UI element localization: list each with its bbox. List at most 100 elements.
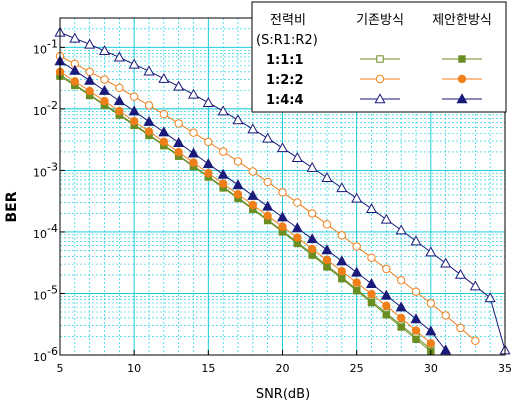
data-point (484, 292, 496, 303)
x-tick-label: 10 (127, 362, 141, 375)
data-point (100, 96, 109, 106)
data-point (338, 274, 346, 283)
data-point (115, 106, 124, 116)
data-point (158, 126, 170, 137)
x-tick-label: 30 (424, 362, 438, 375)
x-tick-label: 25 (350, 362, 364, 375)
data-point (159, 137, 169, 146)
y-tick-exponent: -2 (47, 99, 58, 112)
y-axis-label: BER (4, 191, 20, 222)
legend-marker-proposed (457, 74, 467, 84)
legend-marker-conventional (376, 55, 384, 63)
data-point (187, 88, 200, 99)
data-point (291, 222, 303, 233)
y-tick-exponent: -6 (47, 345, 58, 358)
legend-row-label: 1:4:4 (266, 93, 304, 108)
data-point (397, 323, 405, 331)
data-point (70, 77, 80, 86)
data-point (367, 298, 376, 307)
data-point (278, 222, 287, 231)
legend-header: 제안한방식 (432, 13, 492, 28)
data-point (307, 209, 317, 218)
data-point (98, 84, 111, 95)
data-point (380, 289, 392, 300)
y-tick-exponent: -4 (47, 222, 58, 235)
data-point (262, 200, 274, 211)
data-point (412, 335, 420, 343)
data-point (69, 32, 81, 43)
data-point (143, 115, 155, 126)
x-tick-label: 35 (498, 362, 512, 375)
data-point (98, 45, 111, 56)
data-point (367, 253, 376, 262)
data-point (262, 132, 274, 143)
data-point (247, 189, 259, 200)
data-point (365, 277, 378, 288)
data-point (232, 179, 244, 190)
data-point (247, 123, 259, 134)
data-point (276, 211, 289, 222)
data-point (352, 286, 361, 295)
data-point (410, 235, 422, 246)
data-point (351, 266, 363, 277)
data-point (85, 67, 94, 77)
series-1-4-4-proposed (54, 55, 452, 355)
data-point (159, 109, 169, 119)
data-point (336, 182, 348, 193)
data-point (187, 147, 200, 158)
y-tick-label: 10 (33, 228, 47, 241)
data-point (382, 264, 391, 274)
data-point (367, 289, 376, 299)
data-point (189, 158, 198, 167)
data-point (293, 198, 302, 207)
data-point (128, 58, 140, 69)
data-point (129, 117, 139, 126)
x-tick-label: 20 (276, 362, 290, 375)
data-point (323, 263, 331, 271)
data-point (411, 326, 421, 335)
legend-header: 기존방식 (356, 13, 404, 28)
data-point (218, 179, 228, 188)
legend-row-label: 1:1:1 (266, 53, 304, 68)
data-point (144, 101, 154, 110)
y-tick-label: 10 (33, 351, 47, 364)
data-point (69, 64, 81, 75)
data-point (351, 192, 363, 203)
data-point (321, 172, 333, 183)
data-point (426, 339, 436, 348)
data-point (441, 311, 450, 320)
data-point (202, 96, 214, 107)
data-point (218, 147, 228, 156)
legend-row-label: 1:2:2 (266, 73, 304, 88)
data-point (202, 158, 214, 169)
data-point (411, 287, 421, 296)
legend-header: 전력비 (270, 13, 306, 28)
data-point (306, 233, 318, 244)
data-point (440, 344, 452, 355)
data-point (426, 299, 436, 308)
data-point (293, 233, 302, 242)
legend: 전력비 기존방식 제안한방식 (S:R1:R2) 1:1:1 1:2:2 1:4:4 (251, 1, 507, 113)
data-point (425, 325, 437, 336)
data-point (115, 83, 124, 93)
data-point (143, 65, 155, 76)
data-point (396, 276, 406, 285)
data-point (232, 114, 244, 125)
x-tick-label: 15 (201, 362, 215, 375)
data-point (321, 244, 333, 255)
series-1-2-2-conventional (55, 51, 480, 346)
data-point (204, 169, 213, 178)
data-point (322, 220, 332, 229)
series-1-4-4-conventional (54, 26, 511, 355)
legend-subheader: (S:R1:R2) (256, 33, 318, 48)
data-point (410, 313, 422, 324)
x-tick-label: 5 (57, 362, 64, 375)
data-point (278, 188, 287, 197)
data-point (248, 167, 258, 176)
data-point (454, 268, 467, 279)
data-point (306, 161, 318, 172)
y-tick-label: 10 (33, 289, 47, 302)
legend-marker-conventional (374, 93, 386, 104)
